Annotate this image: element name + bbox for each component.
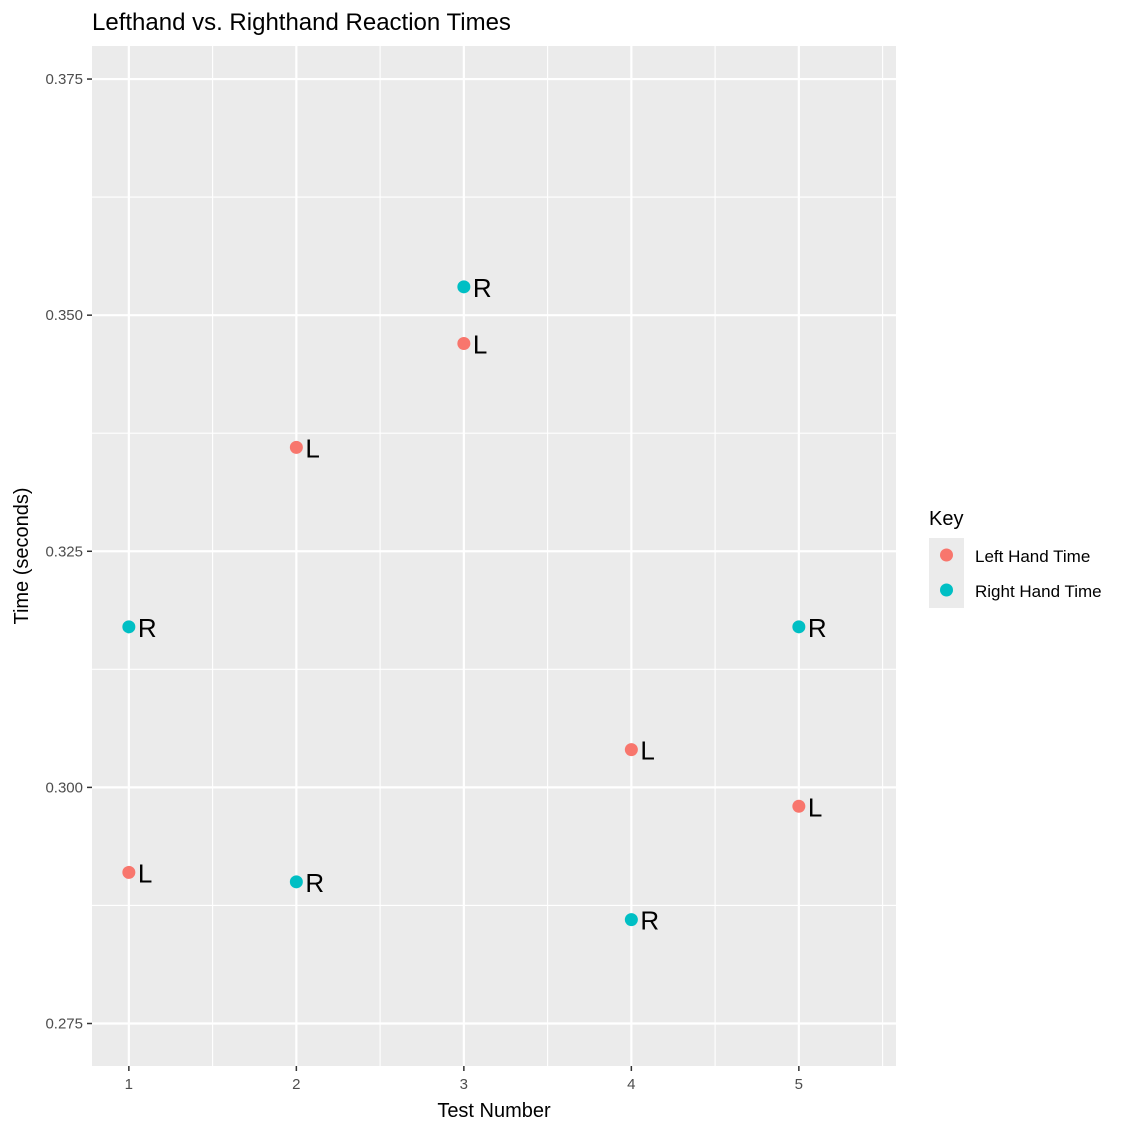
y-tick-label: 0.375 <box>45 71 83 88</box>
point-label: R <box>808 613 827 643</box>
data-point <box>122 620 136 634</box>
point-label: R <box>138 613 157 643</box>
legend-label: Left Hand Time <box>975 547 1090 566</box>
point-label: R <box>640 906 659 936</box>
x-tick-label: 5 <box>795 1076 803 1093</box>
data-points <box>122 280 806 927</box>
legend-key-point <box>940 548 953 562</box>
x-tick-label: 4 <box>627 1076 635 1093</box>
data-point <box>792 620 806 634</box>
minor-gridlines <box>92 46 896 1066</box>
point-label: L <box>138 858 152 888</box>
data-point <box>122 865 136 879</box>
y-tick-label: 0.275 <box>45 1016 83 1033</box>
y-tick-label: 0.325 <box>45 543 83 560</box>
legend-title: Key <box>929 508 963 530</box>
x-axis-title: Test Number <box>437 1100 551 1122</box>
point-label: L <box>808 792 822 822</box>
x-axis: 1 2 3 4 5 <box>125 1066 803 1093</box>
point-label: L <box>473 330 487 360</box>
x-tick-label: 1 <box>125 1076 133 1093</box>
data-point <box>289 440 303 454</box>
point-label: L <box>305 433 319 463</box>
legend-key-point <box>940 583 953 597</box>
x-tick-label: 3 <box>460 1076 468 1093</box>
point-label: L <box>640 736 654 766</box>
data-point <box>457 280 471 294</box>
data-point <box>289 875 303 889</box>
data-point <box>624 743 638 757</box>
y-axis: 0.275 0.300 0.325 0.350 0.375 <box>45 71 92 1033</box>
y-tick-label: 0.350 <box>45 307 83 324</box>
point-label: R <box>305 868 324 898</box>
major-gridlines <box>92 46 896 1066</box>
point-label: R <box>473 273 492 303</box>
x-tick-label: 2 <box>292 1076 300 1093</box>
y-tick-label: 0.300 <box>45 779 83 796</box>
plot-panel <box>92 46 896 1066</box>
y-axis-title: Time (seconds) <box>11 487 33 624</box>
data-point <box>792 799 806 813</box>
data-point <box>624 913 638 927</box>
legend-label: Right Hand Time <box>975 582 1102 601</box>
legend: Key Left Hand Time Right Hand Time <box>929 508 1102 608</box>
chart-title: Lefthand vs. Righthand Reaction Times <box>92 9 511 36</box>
data-point <box>457 337 471 350</box>
